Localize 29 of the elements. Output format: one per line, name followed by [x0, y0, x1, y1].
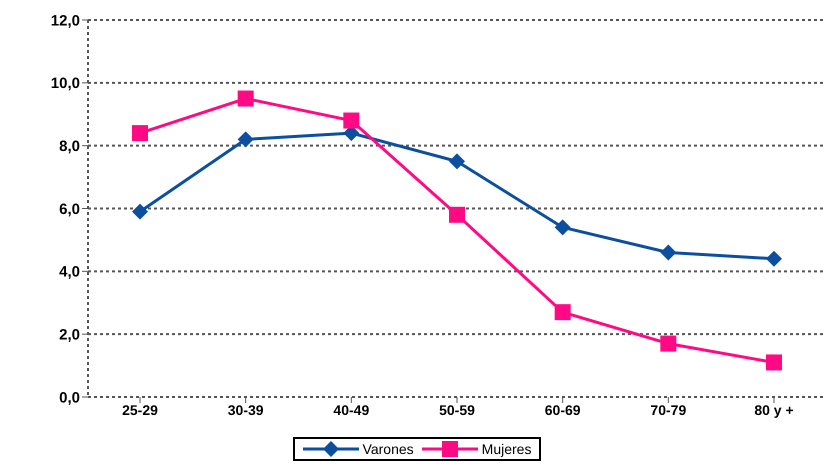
x-tick-label: 50-59: [439, 402, 476, 418]
point: [660, 336, 676, 352]
point: [132, 125, 148, 142]
x-tick-label: 25-29: [122, 402, 158, 418]
y-tick-label: 10,0: [50, 75, 80, 92]
point: [449, 206, 465, 223]
legend-label: Mujeres: [482, 441, 532, 457]
y-tick-label: 2,0: [59, 326, 80, 344]
y-tick-label: 4,0: [59, 264, 80, 281]
x-tick-label: 80 y +: [754, 402, 794, 418]
point: [766, 250, 782, 267]
point: [238, 90, 254, 107]
y-tick-label: 12,0: [50, 12, 80, 30]
y-tick-label: 0,0: [59, 389, 80, 406]
x-tick-label: 70-79: [650, 402, 686, 418]
y-tick-label: 8,0: [59, 138, 80, 155]
x-tick-label: 30-39: [228, 402, 264, 418]
point: [238, 131, 254, 148]
point: [660, 244, 676, 260]
point: [554, 219, 571, 236]
point: [554, 304, 571, 320]
x-tick-label: 40-49: [333, 402, 370, 418]
point: [132, 204, 148, 220]
point: [343, 112, 360, 129]
y-tick-label: 6,0: [59, 200, 80, 218]
x-tick-label: 60-69: [544, 402, 581, 418]
legend-label: Varones: [362, 441, 414, 457]
point: [766, 354, 782, 370]
point: [449, 153, 465, 170]
